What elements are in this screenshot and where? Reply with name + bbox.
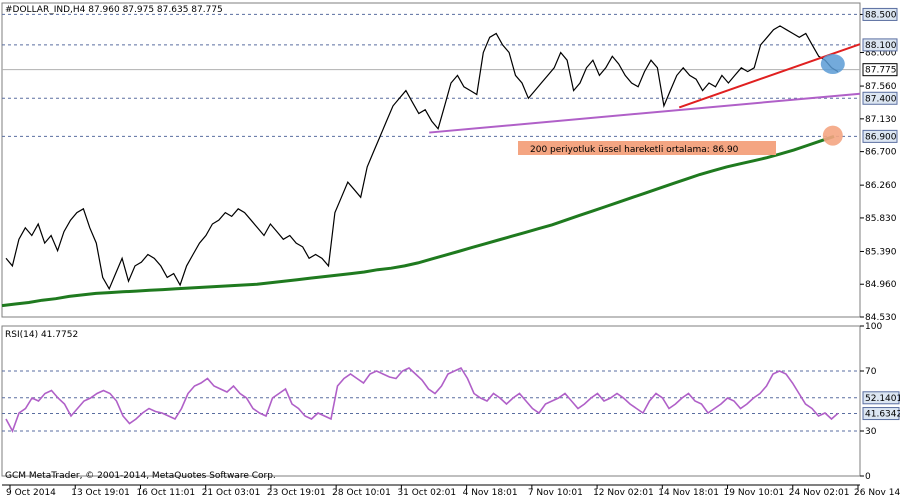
price-level-box	[862, 38, 898, 52]
time-axis-label: 9 Oct 2014	[6, 488, 56, 498]
price-axis-label: 87.130	[865, 115, 897, 125]
current-price-marker	[820, 53, 845, 74]
ema-marker	[822, 125, 843, 146]
annotation-box	[518, 141, 776, 155]
rsi-axis-label: 70	[865, 367, 877, 377]
price-level-label: 88.100	[865, 41, 897, 51]
rsi-level-label: 41.6342	[865, 410, 900, 420]
price-series-line	[5, 25, 839, 291]
footer-copyright: GCM MetaTrader, © 2001-2014, MetaQuotes …	[5, 471, 276, 481]
time-axis-label: 24 Nov 02:01	[789, 488, 850, 498]
rsi-level-label: 52.1401	[865, 394, 900, 404]
price-level-label: 87.400	[865, 94, 897, 104]
price-axis-label: 88.000	[865, 49, 897, 59]
ema-annotation: 200 periyotluk üssel hareketli ortalama:…	[530, 145, 739, 155]
price-axis-label: 84.530	[865, 313, 897, 323]
price-axis-label: 84.960	[865, 280, 897, 290]
ema200-line	[1, 134, 835, 308]
price-axis-label: 86.260	[865, 181, 897, 191]
rsi-axis-label: 30	[865, 427, 877, 437]
price-level-box	[862, 63, 898, 77]
price-header: #DOLLAR_IND,H4 87.960 87.975 87.635 87.7…	[5, 5, 223, 15]
price-level-box	[862, 91, 898, 105]
price-panel: 84.530 84.960 85.390 85.830 86.260 86.700 87.1…	[1, 2, 898, 323]
time-axis-label: 26 Nov 14:01	[854, 488, 900, 498]
time-axis-label: 4 Nov 18:01	[463, 488, 518, 498]
time-axis-label: 13 Oct 19:01	[71, 488, 130, 498]
rsi-series-line	[5, 366, 839, 433]
price-level-label: 87.775	[865, 66, 897, 76]
price-panel-frame	[1, 2, 861, 318]
rsi-level-box	[862, 407, 900, 421]
time-axis-label: 28 Oct 10:01	[332, 488, 391, 498]
price-axis-label: 87.560	[865, 82, 897, 92]
time-axis-label: 23 Oct 19:01	[267, 488, 326, 498]
support-trendline	[429, 92, 861, 134]
time-axis-label: 16 Oct 11:01	[136, 488, 195, 498]
time-axis-label: 14 Nov 18:01	[658, 488, 719, 498]
price-axis-label: 85.390	[865, 247, 897, 257]
price-axis-label: 85.830	[865, 214, 897, 224]
price-level-box	[862, 7, 898, 21]
time-axis-label: 19 Nov 10:01	[724, 488, 785, 498]
rsi-level-box	[862, 391, 900, 405]
price-level-label: 86.900	[865, 132, 897, 142]
rsi-panel-frame	[1, 325, 861, 477]
time-axis-label: 31 Oct 02:01	[397, 488, 456, 498]
time-axis: 9 Oct 2014 13 Oct 19:01 16 Oct 11:01 21 Oct…	[2, 484, 900, 498]
rsi-panel: 100 70 30 0 52.1401 41.6342	[1, 322, 900, 482]
rsi-axis-label: 0	[865, 472, 871, 482]
rsi-axis-label: 100	[865, 322, 882, 332]
rsi-header: RSI(14) 41.7752	[5, 330, 78, 340]
price-level-box	[862, 129, 898, 143]
price-level-label: 88.500	[865, 10, 897, 20]
time-axis-label: 7 Nov 10:01	[528, 488, 583, 498]
time-axis-label: 12 Nov 02:01	[593, 488, 654, 498]
time-axis-label: 21 Oct 03:01	[202, 488, 261, 498]
price-axis-label: 86.700	[865, 148, 897, 158]
